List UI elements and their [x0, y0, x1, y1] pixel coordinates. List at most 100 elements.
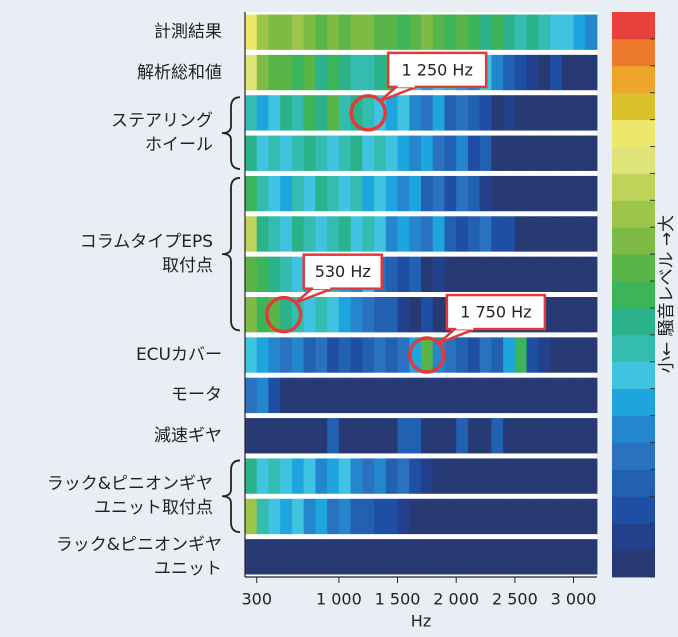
heat-cell [409, 257, 421, 292]
heat-cell [315, 337, 327, 372]
heat-cell [574, 297, 586, 332]
heat-cell [292, 418, 304, 453]
heat-cell [386, 216, 398, 251]
heat-cell [456, 499, 468, 534]
heat-cell [515, 378, 527, 413]
row-label: 計測結果 [154, 20, 222, 44]
colorbar-level [612, 173, 655, 200]
heat-cell [503, 95, 515, 130]
heat-cell [280, 176, 292, 211]
heat-cell [409, 95, 421, 130]
colorbar-level [612, 335, 655, 362]
heat-cell [327, 216, 339, 251]
heat-cell [374, 499, 386, 534]
heat-cell [327, 15, 339, 50]
heat-cell [280, 539, 292, 574]
heat-cell [491, 15, 503, 50]
row-label-line: 減速ギヤ [154, 424, 222, 448]
heat-cell [456, 378, 468, 413]
heat-cell [468, 257, 480, 292]
heat-cell [292, 216, 304, 251]
heat-cell [257, 458, 269, 493]
heat-cell [245, 297, 257, 332]
heat-cell [550, 136, 562, 171]
heat-cell [421, 95, 433, 130]
heat-cell [527, 136, 539, 171]
heat-cell [550, 458, 562, 493]
heat-cell [268, 15, 280, 50]
heat-cell [574, 55, 586, 90]
heat-cell [245, 499, 257, 534]
heat-cell [268, 55, 280, 90]
heat-cell [515, 95, 527, 130]
heat-cell [433, 378, 445, 413]
heat-cell [268, 458, 280, 493]
heat-cell [562, 297, 574, 332]
heat-cell [362, 136, 374, 171]
heat-cell [374, 15, 386, 50]
heat-cell [351, 458, 363, 493]
heat-cell [503, 378, 515, 413]
heat-cell [527, 176, 539, 211]
heat-cell [327, 539, 339, 574]
heat-cell [327, 136, 339, 171]
heat-cell [550, 55, 562, 90]
heat-cell [433, 257, 445, 292]
heat-cell [398, 257, 410, 292]
heat-cell [538, 15, 550, 50]
x-tick-label: 300 [241, 590, 272, 609]
heat-cell [398, 176, 410, 211]
heat-cell [245, 176, 257, 211]
heat-cell [480, 458, 492, 493]
heat-cell [585, 337, 597, 372]
heat-cell [433, 539, 445, 574]
heat-cell [409, 378, 421, 413]
heat-cell [421, 257, 433, 292]
heat-cell [292, 539, 304, 574]
heat-cell [538, 257, 550, 292]
colorbar-level [612, 39, 655, 66]
colorbar-level [612, 550, 655, 577]
heat-cell [292, 458, 304, 493]
heat-cell [386, 257, 398, 292]
heat-cell [444, 378, 456, 413]
heat-cell [398, 378, 410, 413]
heat-cell [503, 257, 515, 292]
heat-cell [562, 378, 574, 413]
heat-cell [433, 95, 445, 130]
heat-cell [386, 297, 398, 332]
heat-cell [268, 499, 280, 534]
x-tick-label: 2 500 [492, 590, 538, 609]
heat-cell [304, 176, 316, 211]
x-tick-label: 3 000 [551, 590, 597, 609]
heat-cell [409, 539, 421, 574]
heat-cell [315, 297, 327, 332]
colorbar-level [612, 254, 655, 281]
heat-cell [562, 15, 574, 50]
heat-cell [480, 176, 492, 211]
heat-cell [585, 216, 597, 251]
heat-cell [550, 539, 562, 574]
heat-cell [515, 539, 527, 574]
heat-cell [515, 418, 527, 453]
annotation-text: 530 Hz [315, 262, 371, 281]
heat-cell [339, 458, 351, 493]
heat-cell [503, 337, 515, 372]
heat-cell [304, 216, 316, 251]
heat-cell [444, 15, 456, 50]
heat-cell [292, 15, 304, 50]
heat-cell [480, 216, 492, 251]
heat-cell [280, 136, 292, 171]
heat-cell [456, 176, 468, 211]
x-tick-label: 1 500 [375, 590, 421, 609]
heat-cell [421, 15, 433, 50]
heat-cell [527, 458, 539, 493]
heat-cell [351, 136, 363, 171]
heat-cell [480, 257, 492, 292]
heat-cell [562, 418, 574, 453]
heat-cell [562, 499, 574, 534]
heat-cell [585, 55, 597, 90]
heat-cell [480, 499, 492, 534]
heat-cell [421, 136, 433, 171]
heat-cell [527, 539, 539, 574]
